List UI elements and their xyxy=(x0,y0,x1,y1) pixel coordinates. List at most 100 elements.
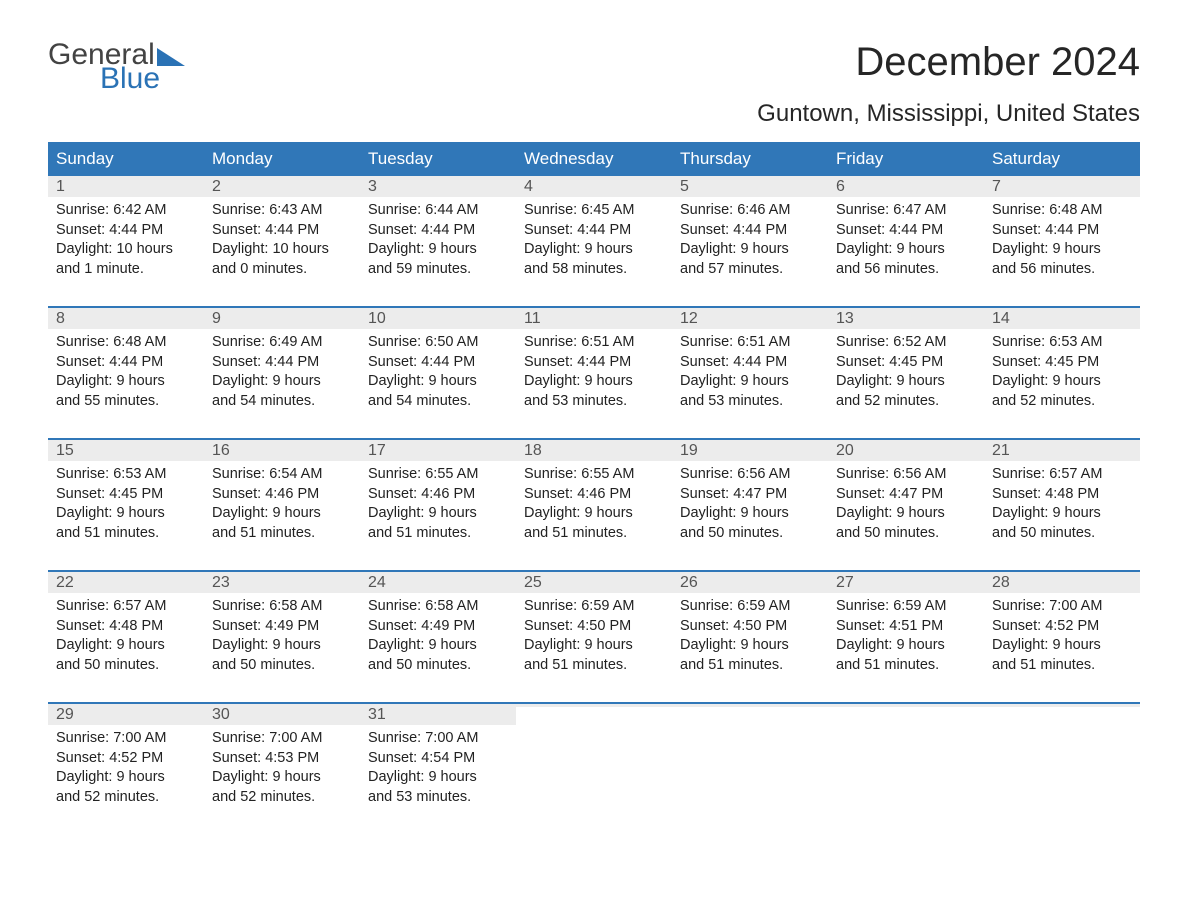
day-number-band: 6 xyxy=(828,176,984,197)
day-number-band: 11 xyxy=(516,308,672,329)
day-detail-line: Sunrise: 6:55 AM xyxy=(524,465,664,485)
day-details: Sunrise: 6:55 AMSunset: 4:46 PMDaylight:… xyxy=(516,461,672,549)
day-details: Sunrise: 6:47 AMSunset: 4:44 PMDaylight:… xyxy=(828,197,984,285)
calendar-day: 28Sunrise: 7:00 AMSunset: 4:52 PMDayligh… xyxy=(984,572,1140,684)
day-detail-line: Sunrise: 6:48 AM xyxy=(992,201,1132,221)
day-number: 21 xyxy=(992,442,1132,460)
day-details: Sunrise: 6:54 AMSunset: 4:46 PMDaylight:… xyxy=(204,461,360,549)
day-detail-line: Sunset: 4:48 PM xyxy=(992,485,1132,505)
day-detail-line: Sunset: 4:44 PM xyxy=(212,353,352,373)
day-details: Sunrise: 6:58 AMSunset: 4:49 PMDaylight:… xyxy=(360,593,516,681)
calendar-day: 5Sunrise: 6:46 AMSunset: 4:44 PMDaylight… xyxy=(672,176,828,288)
day-number-band: 16 xyxy=(204,440,360,461)
day-detail-line: and 53 minutes. xyxy=(524,392,664,412)
day-number: 29 xyxy=(56,706,196,724)
day-number: 22 xyxy=(56,574,196,592)
day-detail-line: Sunset: 4:46 PM xyxy=(212,485,352,505)
day-detail-line: Daylight: 9 hours xyxy=(836,504,976,524)
day-details: Sunrise: 6:57 AMSunset: 4:48 PMDaylight:… xyxy=(984,461,1140,549)
day-detail-line: and 50 minutes. xyxy=(368,656,508,676)
day-number-band: 25 xyxy=(516,572,672,593)
day-detail-line: Sunrise: 6:57 AM xyxy=(992,465,1132,485)
day-detail-line: Sunrise: 6:42 AM xyxy=(56,201,196,221)
day-details: Sunrise: 6:57 AMSunset: 4:48 PMDaylight:… xyxy=(48,593,204,681)
day-detail-line: and 50 minutes. xyxy=(212,656,352,676)
day-details: Sunrise: 6:59 AMSunset: 4:50 PMDaylight:… xyxy=(672,593,828,681)
day-number-band xyxy=(672,704,828,707)
calendar-day: 4Sunrise: 6:45 AMSunset: 4:44 PMDaylight… xyxy=(516,176,672,288)
day-detail-line: Sunset: 4:44 PM xyxy=(524,353,664,373)
calendar-day: 26Sunrise: 6:59 AMSunset: 4:50 PMDayligh… xyxy=(672,572,828,684)
day-detail-line: Sunset: 4:46 PM xyxy=(368,485,508,505)
day-number: 13 xyxy=(836,310,976,328)
day-detail-line: Sunset: 4:46 PM xyxy=(524,485,664,505)
day-detail-line: Sunrise: 6:58 AM xyxy=(212,597,352,617)
day-number: 24 xyxy=(368,574,508,592)
day-detail-line: Daylight: 9 hours xyxy=(680,504,820,524)
calendar-week: 29Sunrise: 7:00 AMSunset: 4:52 PMDayligh… xyxy=(48,702,1140,816)
logo: General Blue xyxy=(48,40,185,94)
day-number-band: 24 xyxy=(360,572,516,593)
day-number-band: 17 xyxy=(360,440,516,461)
day-details: Sunrise: 6:56 AMSunset: 4:47 PMDaylight:… xyxy=(828,461,984,549)
day-detail-line: Sunrise: 6:48 AM xyxy=(56,333,196,353)
day-detail-line: Daylight: 9 hours xyxy=(836,240,976,260)
day-detail-line: Sunset: 4:49 PM xyxy=(212,617,352,637)
calendar-day: 31Sunrise: 7:00 AMSunset: 4:54 PMDayligh… xyxy=(360,704,516,816)
day-detail-line: Sunrise: 6:51 AM xyxy=(680,333,820,353)
day-detail-line: Sunset: 4:44 PM xyxy=(368,221,508,241)
day-details: Sunrise: 6:59 AMSunset: 4:50 PMDaylight:… xyxy=(516,593,672,681)
day-details: Sunrise: 6:51 AMSunset: 4:44 PMDaylight:… xyxy=(516,329,672,417)
day-details: Sunrise: 6:53 AMSunset: 4:45 PMDaylight:… xyxy=(984,329,1140,417)
day-detail-line: Sunset: 4:50 PM xyxy=(524,617,664,637)
day-details: Sunrise: 6:53 AMSunset: 4:45 PMDaylight:… xyxy=(48,461,204,549)
calendar-day: 30Sunrise: 7:00 AMSunset: 4:53 PMDayligh… xyxy=(204,704,360,816)
day-details: Sunrise: 6:51 AMSunset: 4:44 PMDaylight:… xyxy=(672,329,828,417)
weekday-header: Wednesday xyxy=(516,142,672,176)
day-detail-line: and 52 minutes. xyxy=(836,392,976,412)
day-detail-line: and 59 minutes. xyxy=(368,260,508,280)
day-detail-line: Sunset: 4:44 PM xyxy=(56,353,196,373)
day-detail-line: Sunrise: 6:56 AM xyxy=(836,465,976,485)
day-detail-line: Sunrise: 6:44 AM xyxy=(368,201,508,221)
day-detail-line: Sunrise: 6:55 AM xyxy=(368,465,508,485)
day-number-band: 3 xyxy=(360,176,516,197)
day-number: 23 xyxy=(212,574,352,592)
day-details: Sunrise: 6:46 AMSunset: 4:44 PMDaylight:… xyxy=(672,197,828,285)
day-number-band: 29 xyxy=(48,704,204,725)
day-detail-line: Sunrise: 6:50 AM xyxy=(368,333,508,353)
weekday-header-row: Sunday Monday Tuesday Wednesday Thursday… xyxy=(48,142,1140,176)
day-detail-line: Sunrise: 6:47 AM xyxy=(836,201,976,221)
day-number-band: 26 xyxy=(672,572,828,593)
day-number-band: 4 xyxy=(516,176,672,197)
day-number: 27 xyxy=(836,574,976,592)
calendar-day: 14Sunrise: 6:53 AMSunset: 4:45 PMDayligh… xyxy=(984,308,1140,420)
weekday-header: Monday xyxy=(204,142,360,176)
day-number-band: 27 xyxy=(828,572,984,593)
day-number-band: 10 xyxy=(360,308,516,329)
day-number: 31 xyxy=(368,706,508,724)
day-number: 1 xyxy=(56,178,196,196)
calendar-day: 18Sunrise: 6:55 AMSunset: 4:46 PMDayligh… xyxy=(516,440,672,552)
calendar-day: 10Sunrise: 6:50 AMSunset: 4:44 PMDayligh… xyxy=(360,308,516,420)
day-number-band: 20 xyxy=(828,440,984,461)
day-number-band: 21 xyxy=(984,440,1140,461)
day-number: 5 xyxy=(680,178,820,196)
day-details: Sunrise: 6:59 AMSunset: 4:51 PMDaylight:… xyxy=(828,593,984,681)
day-details: Sunrise: 6:48 AMSunset: 4:44 PMDaylight:… xyxy=(984,197,1140,285)
calendar-week: 22Sunrise: 6:57 AMSunset: 4:48 PMDayligh… xyxy=(48,570,1140,684)
day-detail-line: Daylight: 9 hours xyxy=(524,240,664,260)
day-number: 9 xyxy=(212,310,352,328)
day-number: 10 xyxy=(368,310,508,328)
day-detail-line: Sunset: 4:44 PM xyxy=(680,353,820,373)
day-detail-line: Sunrise: 6:54 AM xyxy=(212,465,352,485)
logo-text-blue: Blue xyxy=(100,64,160,94)
day-detail-line: and 51 minutes. xyxy=(212,524,352,544)
day-detail-line: Sunrise: 6:53 AM xyxy=(992,333,1132,353)
calendar-day: 16Sunrise: 6:54 AMSunset: 4:46 PMDayligh… xyxy=(204,440,360,552)
logo-shape-icon xyxy=(157,48,185,66)
day-detail-line: and 51 minutes. xyxy=(56,524,196,544)
day-number-band: 7 xyxy=(984,176,1140,197)
day-detail-line: Daylight: 9 hours xyxy=(212,372,352,392)
day-detail-line: and 52 minutes. xyxy=(56,788,196,808)
